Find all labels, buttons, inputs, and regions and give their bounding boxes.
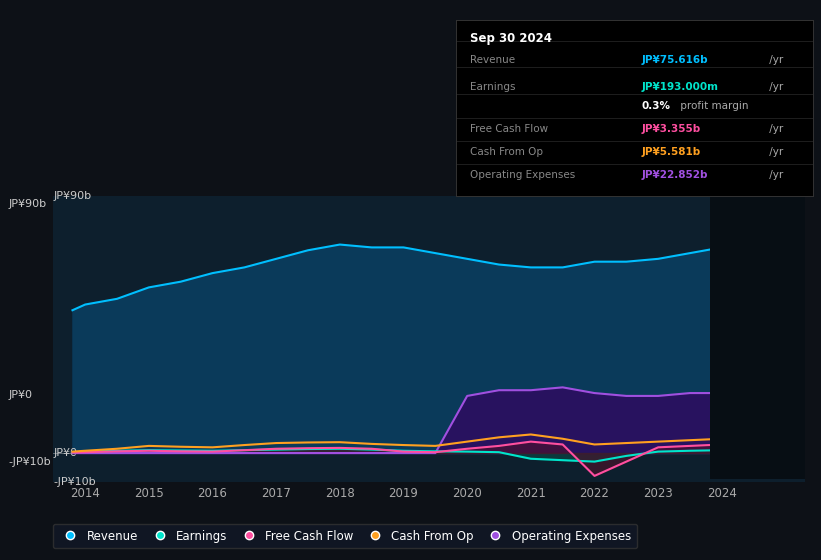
- Text: Operating Expenses: Operating Expenses: [470, 170, 576, 180]
- Text: JP¥75.616b: JP¥75.616b: [641, 55, 708, 65]
- Legend: Revenue, Earnings, Free Cash Flow, Cash From Op, Operating Expenses: Revenue, Earnings, Free Cash Flow, Cash …: [53, 524, 637, 548]
- Text: Free Cash Flow: Free Cash Flow: [470, 124, 548, 134]
- Text: /yr: /yr: [766, 170, 783, 180]
- Text: 0.3%: 0.3%: [641, 101, 671, 111]
- Text: JP¥22.852b: JP¥22.852b: [641, 170, 708, 180]
- Text: Sep 30 2024: Sep 30 2024: [470, 32, 552, 45]
- Text: JP¥0: JP¥0: [53, 448, 77, 458]
- Text: JP¥0: JP¥0: [8, 390, 32, 400]
- Text: profit margin: profit margin: [677, 101, 749, 111]
- Text: JP¥90b: JP¥90b: [8, 199, 46, 209]
- Text: -JP¥10b: -JP¥10b: [53, 477, 96, 487]
- Text: JP¥5.581b: JP¥5.581b: [641, 147, 700, 157]
- Text: Revenue: Revenue: [470, 55, 515, 65]
- Text: /yr: /yr: [766, 82, 783, 92]
- Text: -JP¥10b: -JP¥10b: [8, 457, 51, 467]
- Text: /yr: /yr: [766, 55, 783, 65]
- Text: /yr: /yr: [766, 147, 783, 157]
- Text: JP¥90b: JP¥90b: [53, 191, 91, 201]
- Text: Cash From Op: Cash From Op: [470, 147, 543, 157]
- Text: /yr: /yr: [766, 124, 783, 134]
- Text: Earnings: Earnings: [470, 82, 516, 92]
- Text: JP¥193.000m: JP¥193.000m: [641, 82, 718, 92]
- Text: JP¥3.355b: JP¥3.355b: [641, 124, 700, 134]
